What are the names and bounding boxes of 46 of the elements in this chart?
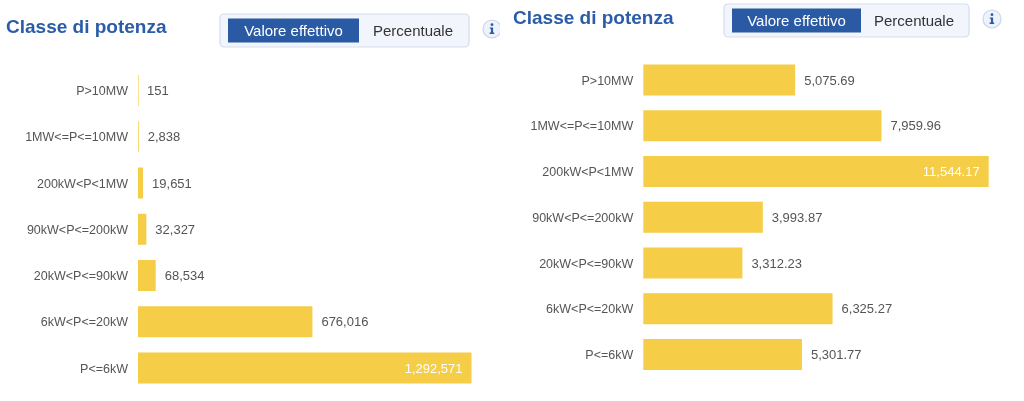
data-label: 32,327 (155, 221, 196, 237)
y-tick-label: 20kW<P<=90kW (539, 256, 634, 271)
data-label: 19,651 (152, 175, 192, 191)
data-label: 2,838 (147, 129, 181, 145)
data-label: 5,075.69 (804, 72, 855, 88)
data-label: 68,534 (164, 268, 205, 283)
chart-title: Classe di potenza (6, 16, 167, 37)
y-tick-label: 1MW<=P<=10MW (25, 130, 129, 145)
text: Valore effettivo (244, 21, 343, 39)
data-label: 7,959.96 (890, 118, 942, 134)
bar (138, 213, 147, 245)
bar (138, 306, 313, 338)
data-label: 3,312.23 (751, 255, 803, 271)
y-tick-label: P<=6kW (80, 361, 129, 376)
data-label: 1,292,571 (404, 360, 463, 376)
bar (138, 260, 156, 291)
data-label: 676,016 (321, 314, 369, 330)
bar (643, 110, 882, 142)
y-tick-label: 6kW<P<=20kW (40, 315, 129, 330)
bar (643, 64, 796, 96)
text: Valore effettivo (747, 11, 846, 29)
y-tick-label: 1MW<=P<=10MW (530, 119, 634, 134)
data-label: 3,993.87 (771, 209, 823, 225)
bar (138, 352, 472, 384)
y-tick-label: P>10MW (76, 84, 129, 98)
y-tick-label: 90kW<P<=200kW (26, 222, 129, 237)
y-tick-label: 6kW<P<=20kW (546, 302, 634, 317)
bar (138, 167, 144, 199)
y-tick-label: P>10MW (581, 73, 634, 88)
bar (643, 156, 989, 187)
data-label: 6,325.27 (841, 301, 893, 317)
text: Percentuale (372, 21, 454, 39)
data-label: 151 (147, 83, 169, 98)
bar (643, 293, 833, 325)
y-tick-label: 90kW<P<=200kW (532, 210, 634, 225)
bar (643, 201, 763, 233)
y-tick-label: P<=6kW (585, 348, 634, 362)
y-tick-label: 200kW<P<1MW (542, 165, 634, 179)
chart-title: Classe di potenza (513, 7, 674, 28)
data-label: 11,544.17 (922, 164, 980, 179)
y-tick-label: 200kW<P<1MW (36, 176, 129, 191)
bar (643, 339, 802, 370)
text: Percentuale (873, 11, 955, 29)
bar (643, 247, 743, 279)
data-label: 5,301.77 (810, 347, 862, 362)
y-tick-label: 20kW<P<=90kW (33, 269, 129, 283)
